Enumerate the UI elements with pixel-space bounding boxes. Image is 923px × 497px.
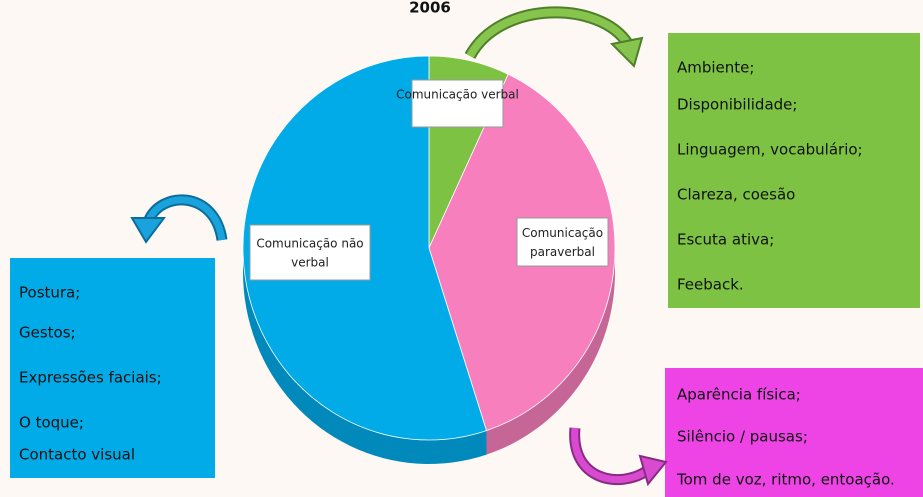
green-box bbox=[668, 33, 920, 308]
list-item: Clareza, coesão bbox=[677, 186, 795, 204]
list-item: Expressões faciais; bbox=[19, 369, 162, 387]
chart-title: 2006 bbox=[409, 0, 451, 17]
magenta-arrow bbox=[569, 427, 668, 487]
pie-side bbox=[486, 248, 615, 455]
labels: Comunicação verbal Comunicação paraverbal C… bbox=[249, 79, 609, 281]
list-item: Linguagem, vocabulário; bbox=[677, 141, 863, 159]
list-item: Tom de voz, ritmo, entoação. bbox=[676, 471, 895, 489]
list-item: Ambiente; bbox=[677, 59, 754, 77]
slice-label: Comunicação paraverbal bbox=[522, 226, 603, 259]
list-item: Feeback. bbox=[677, 276, 744, 294]
slice-label-box bbox=[516, 217, 609, 267]
pie-side bbox=[243, 248, 487, 464]
list-item: Postura; bbox=[19, 284, 80, 302]
list-item: Gestos; bbox=[19, 324, 76, 342]
slice-label-box bbox=[411, 79, 504, 128]
list-item: O toque; bbox=[19, 414, 84, 432]
green-arrow bbox=[464, 6, 644, 68]
slice-label: Comunicação não verbal bbox=[256, 236, 363, 269]
slice-label: Comunicação verbal bbox=[396, 87, 519, 101]
list-item: Aparência física; bbox=[677, 386, 801, 404]
slice-label-box bbox=[249, 224, 371, 281]
list-item: Disponibilidade; bbox=[677, 96, 797, 114]
list-item: Silêncio / pausas; bbox=[677, 428, 808, 446]
blue-box bbox=[10, 258, 215, 478]
list-item: Contacto visual bbox=[19, 446, 135, 464]
blue-arrow bbox=[130, 194, 228, 244]
magenta-box bbox=[665, 368, 923, 497]
list-item: Escuta ativa; bbox=[677, 231, 774, 249]
